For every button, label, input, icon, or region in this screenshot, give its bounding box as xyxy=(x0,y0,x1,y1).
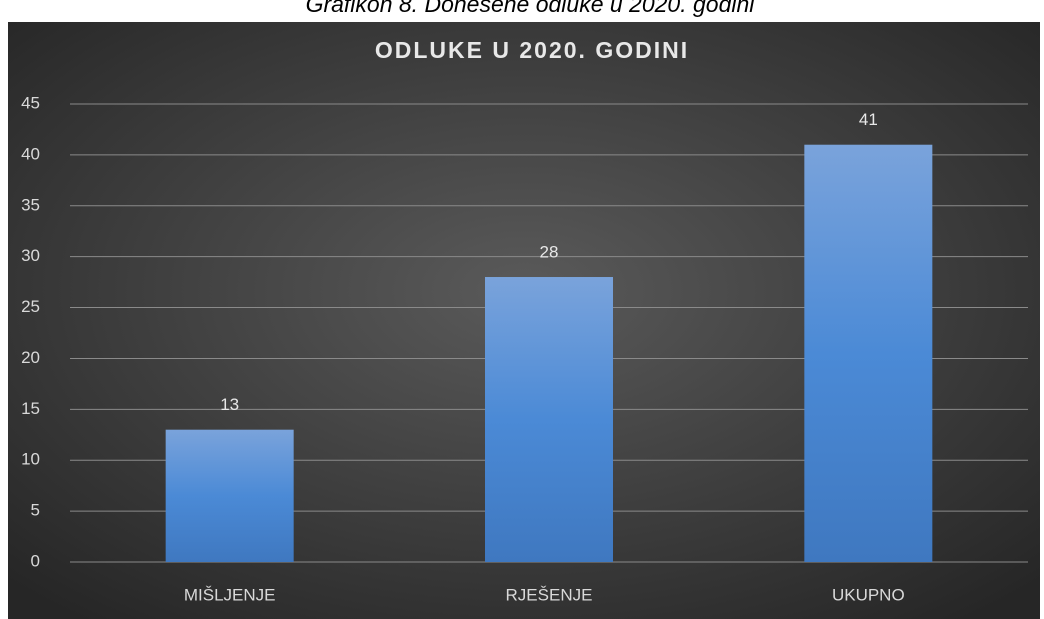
chart-title: ODLUKE U 2020. GODINI xyxy=(375,37,689,63)
bar xyxy=(485,277,613,562)
y-tick-label: 20 xyxy=(21,348,40,367)
y-tick-label: 40 xyxy=(21,144,40,163)
bar xyxy=(165,429,294,562)
y-tick-label: 10 xyxy=(21,450,40,469)
x-tick-label: RJEŠENJE xyxy=(506,585,593,604)
y-tick-label: 25 xyxy=(21,297,40,316)
y-tick-label: 45 xyxy=(21,93,40,112)
data-label: 41 xyxy=(859,110,878,129)
data-label: 13 xyxy=(220,395,239,414)
y-tick-label: 35 xyxy=(21,195,40,214)
bar xyxy=(804,144,933,562)
data-label: 28 xyxy=(540,243,559,262)
y-tick-label: 15 xyxy=(21,399,40,418)
x-tick-label: UKUPNO xyxy=(832,585,905,604)
y-tick-label: 0 xyxy=(31,551,40,570)
x-tick-label: MIŠLJENJE xyxy=(184,585,276,604)
caption: Grafikon 8. Donesene odluke u 2020. godi… xyxy=(306,0,756,17)
y-tick-label: 5 xyxy=(31,501,40,520)
y-tick-label: 30 xyxy=(21,246,40,265)
